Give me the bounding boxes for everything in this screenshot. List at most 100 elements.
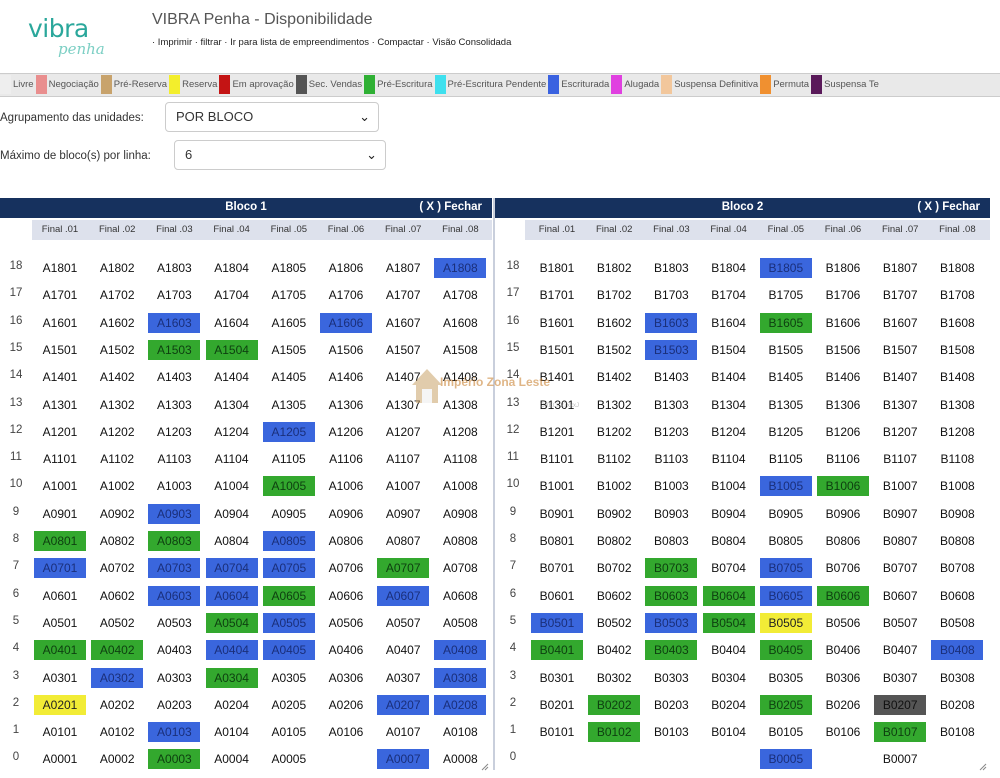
unit-cell[interactable]: A1702: [99, 288, 135, 303]
unit-cell[interactable]: B0802: [596, 534, 632, 548]
unit-cell[interactable]: B0106: [825, 725, 861, 740]
unit-cell[interactable]: A1308: [443, 397, 478, 412]
unit-cell[interactable]: A1507: [385, 342, 421, 357]
unit-cell[interactable]: B0108: [940, 725, 975, 740]
unit-cell[interactable]: A0001: [42, 752, 78, 767]
unit-cell[interactable]: B0103: [654, 725, 689, 740]
unit-cell[interactable]: B1606: [825, 315, 861, 330]
unit-cell[interactable]: A0706: [328, 561, 364, 576]
unit-cell[interactable]: B1005: [759, 476, 812, 497]
unit-cell[interactable]: A0405: [262, 640, 315, 661]
unit-cell[interactable]: A0201: [34, 694, 86, 715]
unit-cell[interactable]: A1301: [42, 397, 78, 412]
unit-cell[interactable]: B0107: [874, 722, 927, 743]
unit-cell[interactable]: A0703: [148, 558, 201, 579]
unit-cell[interactable]: A0208: [434, 694, 487, 715]
unit-cell[interactable]: A0002: [99, 752, 135, 767]
unit-cell[interactable]: A1801: [42, 261, 78, 275]
unit-cell[interactable]: B0807: [882, 534, 918, 548]
unit-cell[interactable]: B0301: [539, 670, 575, 685]
unit-cell[interactable]: A0407: [385, 643, 421, 658]
unit-cell[interactable]: A1403: [157, 370, 192, 385]
unit-cell[interactable]: B1002: [596, 479, 632, 494]
unit-cell[interactable]: A1508: [443, 342, 478, 357]
unit-cell[interactable]: A1405: [271, 370, 307, 385]
unit-cell[interactable]: B1004: [711, 479, 746, 494]
unit-cell[interactable]: A0004: [214, 752, 249, 767]
unit-cell[interactable]: B0203: [654, 697, 689, 712]
unit-cell[interactable]: A0503: [157, 615, 192, 630]
unit-cell[interactable]: B0705: [759, 558, 812, 579]
unit-cell[interactable]: A1305: [271, 397, 307, 412]
unit-cell[interactable]: A1103: [157, 452, 192, 467]
unit-cell[interactable]: A1401: [42, 370, 78, 385]
unit-cell[interactable]: B0808: [940, 534, 975, 548]
unit-cell[interactable]: B1207: [882, 424, 918, 439]
unit-cell[interactable]: A0107: [385, 725, 421, 740]
unit-cell[interactable]: B1706: [825, 288, 861, 303]
unit-cell[interactable]: B0602: [596, 588, 632, 603]
unit-cell[interactable]: A1505: [271, 342, 307, 357]
unit-cell[interactable]: B1208: [940, 424, 975, 439]
unit-cell[interactable]: B0404: [711, 643, 746, 658]
unit-cell[interactable]: A1704: [214, 288, 249, 303]
grouping-select[interactable]: POR BLOCO ⌄: [165, 102, 379, 132]
unit-cell[interactable]: B0704: [711, 561, 746, 576]
unit-cell[interactable]: B1103: [654, 452, 689, 467]
unit-cell[interactable]: A1603: [148, 312, 201, 333]
unit-cell[interactable]: A1406: [328, 370, 364, 385]
unit-cell[interactable]: A0308: [434, 667, 487, 688]
unit-cell[interactable]: A1807: [385, 261, 421, 275]
unit-cell[interactable]: B1608: [940, 315, 975, 330]
unit-cell[interactable]: A0408: [434, 640, 487, 661]
unit-cell[interactable]: B0101: [539, 725, 575, 740]
unit-cell[interactable]: B1402: [596, 370, 632, 385]
unit-cell[interactable]: A0804: [214, 534, 249, 548]
unit-cell[interactable]: A0507: [385, 615, 421, 630]
unit-cell[interactable]: A1608: [443, 315, 478, 330]
unit-cell[interactable]: A1002: [99, 479, 135, 494]
unit-cell[interactable]: A0805: [262, 531, 315, 551]
unit-cell[interactable]: B0208: [940, 697, 975, 712]
unit-cell[interactable]: B1605: [759, 312, 812, 333]
unit-cell[interactable]: A1106: [329, 452, 363, 467]
unit-cell[interactable]: A1307: [385, 397, 421, 412]
unit-cell[interactable]: A1105: [271, 452, 306, 467]
unit-cell[interactable]: B1803: [654, 261, 689, 275]
unit-cell[interactable]: B0403: [645, 640, 698, 661]
unit-cell[interactable]: A1502: [99, 342, 135, 357]
unit-cell[interactable]: A0402: [91, 640, 144, 661]
top-nav-links[interactable]: · Imprimir · filtrar · Ir para lista de …: [152, 37, 512, 48]
unit-cell[interactable]: B0908: [940, 506, 975, 521]
unit-cell[interactable]: B0504: [702, 612, 755, 633]
unit-cell[interactable]: A1107: [386, 452, 421, 467]
unit-cell[interactable]: A0301: [42, 670, 78, 685]
unit-cell[interactable]: B0207: [874, 694, 927, 715]
unit-cell[interactable]: B1702: [596, 288, 632, 303]
unit-cell[interactable]: B1804: [711, 261, 746, 275]
unit-cell[interactable]: A1705: [271, 288, 307, 303]
unit-cell[interactable]: B0505: [759, 612, 812, 633]
unit-cell[interactable]: B1306: [825, 397, 861, 412]
unit-cell[interactable]: B1806: [825, 261, 861, 275]
unit-cell[interactable]: A0901: [42, 506, 78, 521]
unit-cell[interactable]: A1408: [443, 370, 478, 385]
unit-cell[interactable]: A0008: [443, 752, 478, 767]
unit-cell[interactable]: B1101: [540, 452, 574, 467]
unit-cell[interactable]: A0908: [443, 506, 478, 521]
unit-cell[interactable]: A1101: [43, 452, 77, 467]
unit-cell[interactable]: A0702: [99, 561, 135, 576]
unit-cell[interactable]: A0403: [157, 643, 192, 658]
unit-cell[interactable]: A0106: [328, 725, 364, 740]
unit-cell[interactable]: A0608: [443, 588, 478, 603]
unit-cell[interactable]: A0202: [99, 697, 135, 712]
unit-cell[interactable]: A1204: [214, 424, 249, 439]
unit-cell[interactable]: A0108: [443, 725, 478, 740]
unit-cell[interactable]: A0903: [148, 503, 201, 524]
unit-cell[interactable]: A1404: [214, 370, 249, 385]
unit-cell[interactable]: B1307: [882, 397, 918, 412]
unit-cell[interactable]: A0204: [214, 697, 249, 712]
unit-cell[interactable]: B0205: [759, 694, 812, 715]
unit-cell[interactable]: B0102: [588, 722, 641, 743]
unit-cell[interactable]: B1802: [596, 261, 632, 275]
